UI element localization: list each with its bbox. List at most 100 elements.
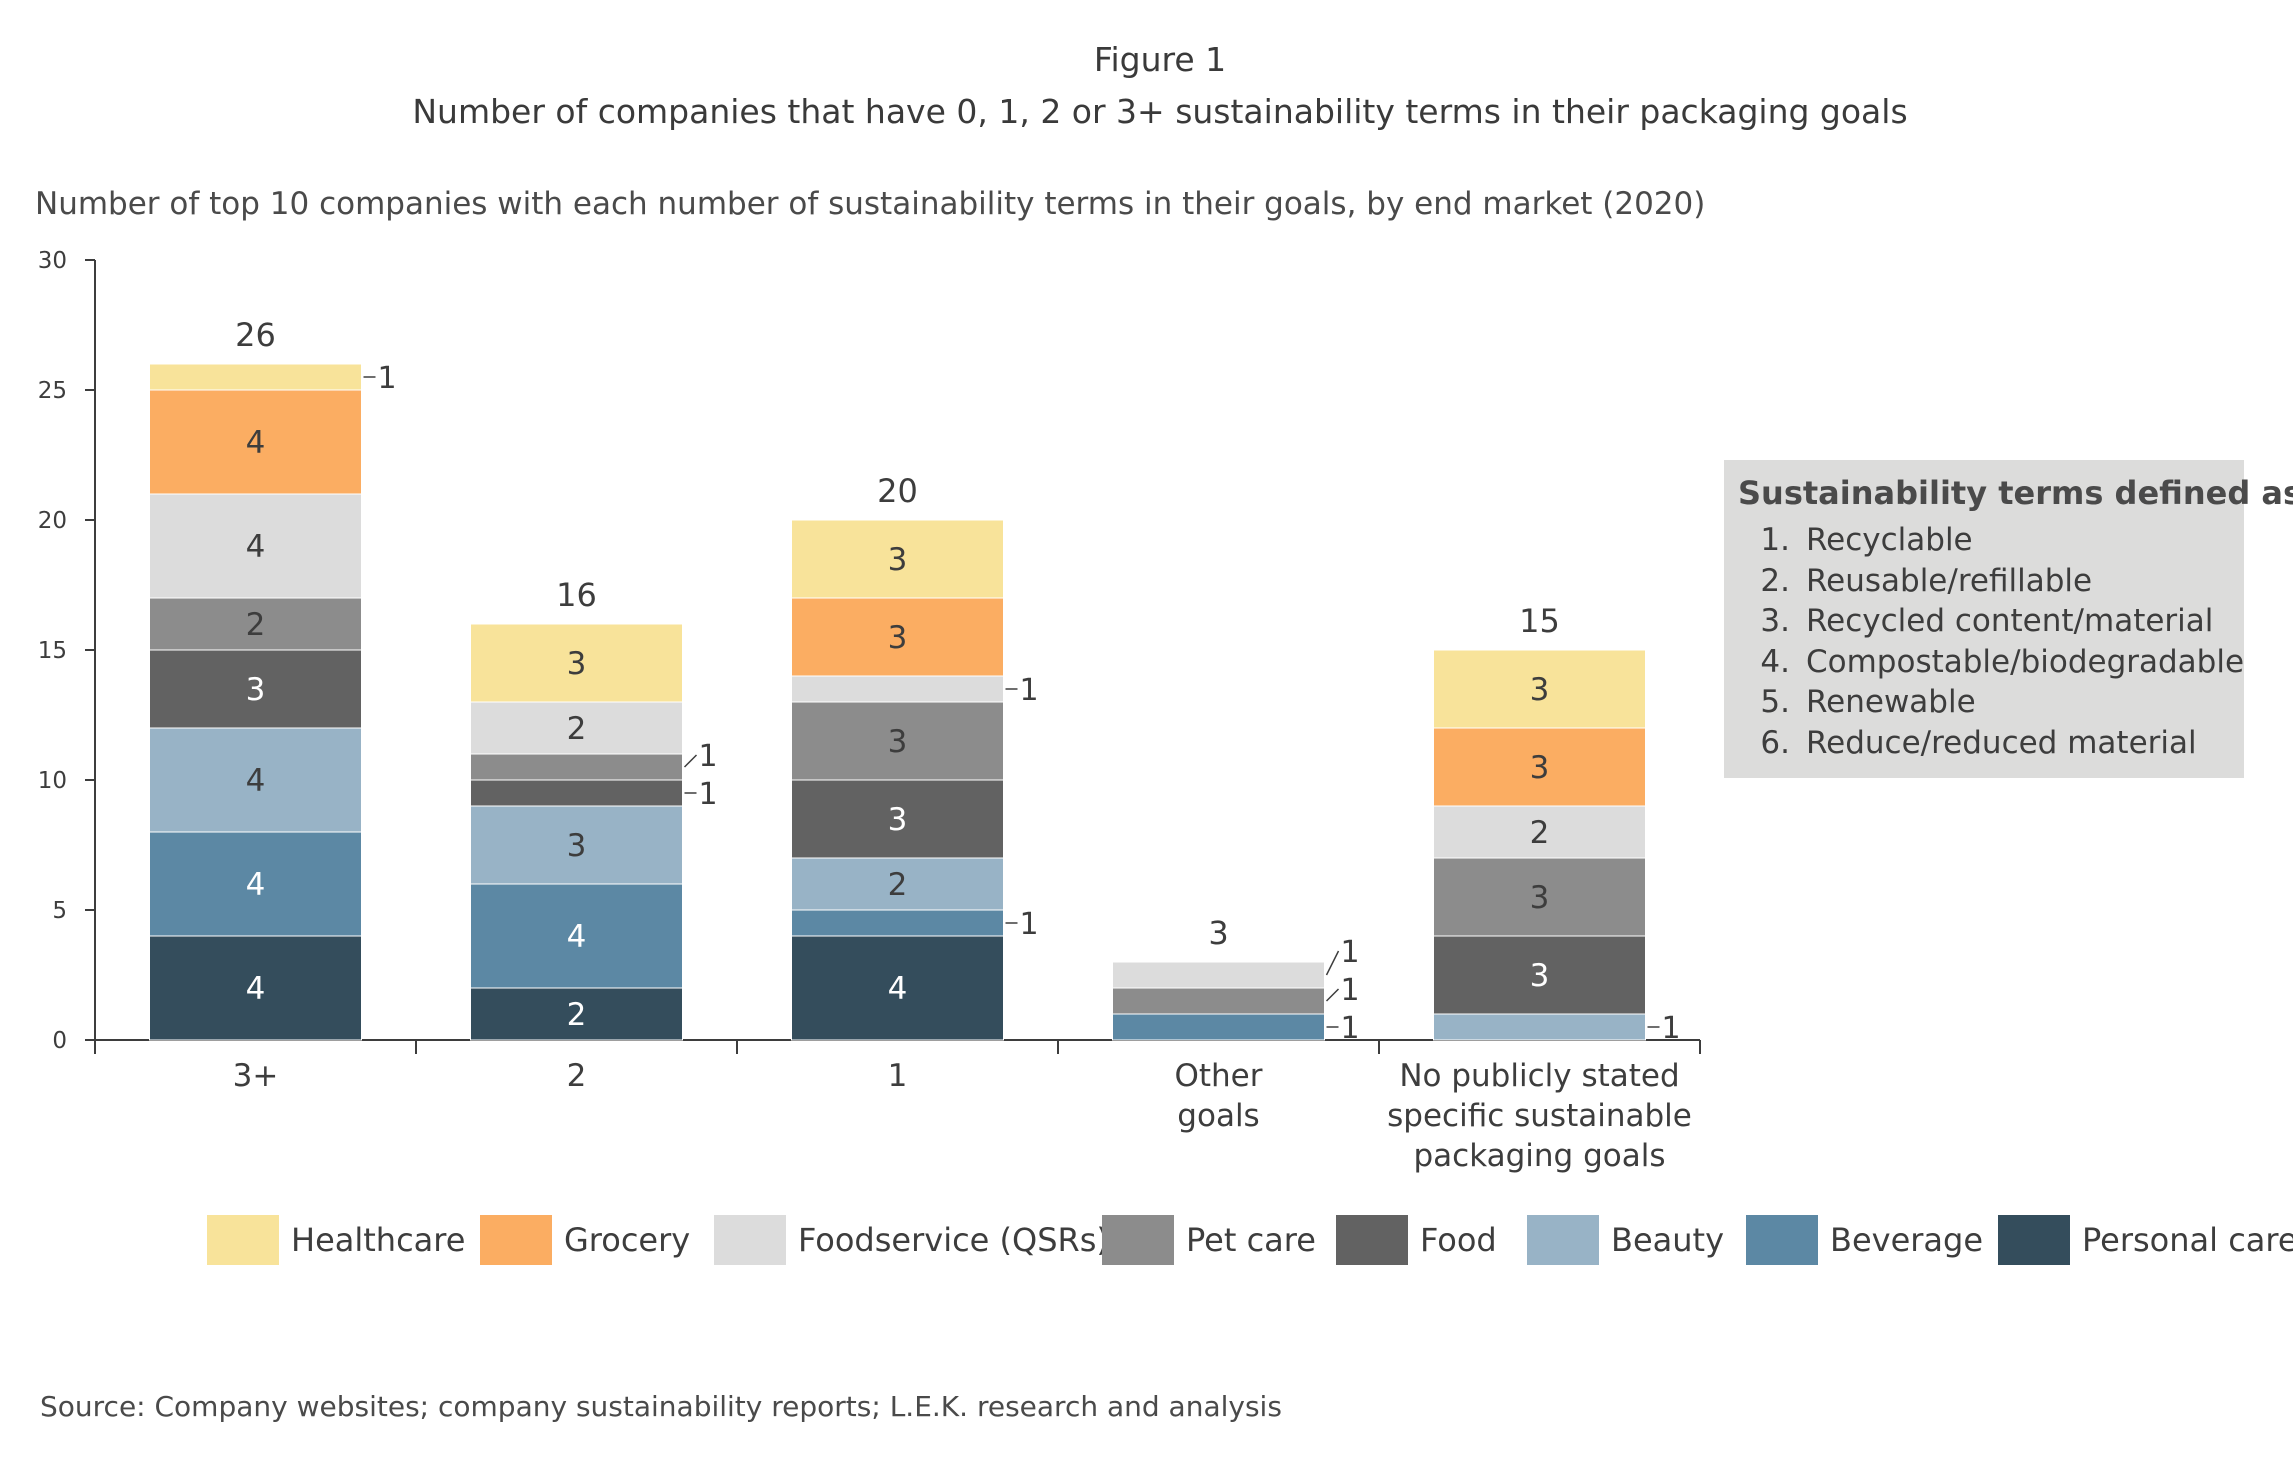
bar-segment [470, 701, 683, 755]
bar-segment [791, 909, 1004, 937]
bar-segment [470, 623, 683, 703]
y-tick-label: 25 [38, 378, 67, 404]
data-label: 1 [699, 777, 718, 812]
bar-segment [791, 519, 1004, 599]
x-tick-label: packaging goals [1414, 1138, 1666, 1174]
x-tick-label: 2 [567, 1058, 587, 1094]
figure-title: Number of companies that have 0, 1, 2 or… [412, 92, 1908, 131]
term-label: Reusable/refillable [1806, 562, 2093, 599]
bar-segment [1433, 857, 1646, 937]
data-label: 2 [567, 711, 587, 747]
data-label: 3 [246, 672, 266, 708]
data-label: 3 [567, 828, 587, 864]
legend-label: Food [1420, 1221, 1497, 1259]
x-tick-label: specific sustainable [1387, 1098, 1692, 1134]
data-label: 1 [1020, 673, 1039, 708]
terms-list: 1. Recyclable 2. Reusable/refillable 3. Rec… [1738, 520, 2244, 763]
y-tick-label: 5 [52, 898, 67, 924]
figure-label: Figure 1 [1093, 40, 1227, 79]
data-label: 3 [1530, 958, 1550, 994]
term-number: 3. [1760, 603, 1790, 639]
data-label: 3 [1530, 750, 1550, 786]
bar-segment [149, 363, 362, 391]
x-tick-label: 1 [888, 1058, 908, 1094]
data-label: 4 [246, 763, 266, 799]
bar-segment [1433, 935, 1646, 1015]
y-tick-label: 15 [38, 638, 67, 664]
data-label: 4 [246, 971, 266, 1007]
legend-item: Grocery [480, 1210, 690, 1270]
total-label: 3 [1208, 914, 1228, 952]
term-number: 4. [1760, 643, 1790, 680]
terms-list-item: 5. Renewable [1738, 682, 2230, 723]
x-tick-label: 3+ [233, 1058, 279, 1094]
leader-line [1325, 950, 1340, 976]
bar-segment [1433, 727, 1646, 807]
bar-segment [1433, 649, 1646, 729]
total-label: 26 [235, 316, 276, 354]
term-label: Renewable [1806, 684, 1976, 720]
bar-segment [791, 935, 1004, 1041]
legend-label: Beverage [1830, 1221, 1984, 1259]
total-label: 15 [1519, 602, 1560, 640]
legend-swatch [1102, 1215, 1174, 1265]
bar-segment [791, 675, 1004, 703]
legend-label: Personal care [2082, 1221, 2293, 1259]
bar-segment [470, 753, 683, 781]
bar-segment [149, 389, 362, 495]
data-label: 4 [567, 919, 587, 955]
bar-segment [791, 857, 1004, 911]
data-label: 2 [567, 997, 587, 1033]
x-tick-label: Other [1174, 1058, 1262, 1094]
data-label: 1 [1341, 935, 1360, 970]
term-number: 5. [1760, 684, 1790, 720]
data-label: 3 [888, 724, 908, 760]
data-label: 4 [246, 867, 266, 903]
y-tick-label: 20 [38, 508, 67, 534]
legend-label: Foodservice (QSRs) [798, 1221, 1109, 1259]
legend-item: Food [1336, 1210, 1497, 1270]
data-label: 3 [1530, 672, 1550, 708]
data-label: 1 [1341, 1011, 1360, 1046]
source-note: Source: Company websites; company sustai… [40, 1390, 1282, 1423]
data-label: 1 [699, 739, 718, 774]
x-tick-label: No publicly stated [1399, 1058, 1679, 1094]
terms-list-item: 4. Compostable/biodegradable [1738, 642, 2244, 683]
legend-item: Healthcare [207, 1210, 465, 1270]
legend-swatch [1527, 1215, 1599, 1265]
data-label: 3 [1530, 880, 1550, 916]
legend-swatch [1998, 1215, 2070, 1265]
data-label: 1 [1341, 973, 1360, 1008]
bar-segment [149, 649, 362, 729]
legend-item: Beauty [1527, 1210, 1724, 1270]
legend-item: Pet care [1102, 1210, 1316, 1270]
chart-subtitle: Number of top 10 companies with each num… [35, 186, 1706, 222]
legend-label: Grocery [564, 1221, 691, 1259]
data-label: 4 [246, 529, 266, 565]
term-number: 1. [1760, 522, 1790, 558]
legend-label: Pet care [1186, 1221, 1316, 1259]
data-label: 4 [888, 971, 908, 1007]
term-label: Recyclable [1806, 522, 1973, 558]
bar-segment [470, 987, 683, 1041]
y-tick-label: 0 [52, 1028, 67, 1054]
bar-segment [791, 779, 1004, 859]
bar-segment [1433, 1013, 1646, 1041]
legend-swatch [1746, 1215, 1818, 1265]
chart-legend: Healthcare Grocery Foodservice (QSRs) Pet c… [0, 1210, 2293, 1270]
data-label: 1 [1662, 1011, 1681, 1046]
bar-segment [149, 493, 362, 599]
legend-swatch [207, 1215, 279, 1265]
term-number: 6. [1760, 724, 1790, 761]
data-label: 1 [378, 361, 397, 396]
legend-swatch [1336, 1215, 1408, 1265]
bar-segment [470, 805, 683, 885]
leader-line [683, 754, 698, 768]
term-label: Compostable/biodegradable [1806, 643, 2245, 680]
data-label: 3 [888, 542, 908, 578]
term-label: Reduce/reduced material [1806, 724, 2197, 761]
data-label: 1 [1020, 907, 1039, 942]
bar-segment [470, 779, 683, 807]
sustainability-terms-box: Sustainability terms defined as: 1. Recyc… [1724, 460, 2293, 778]
terms-box-title: Sustainability terms defined as: [1738, 474, 2293, 512]
